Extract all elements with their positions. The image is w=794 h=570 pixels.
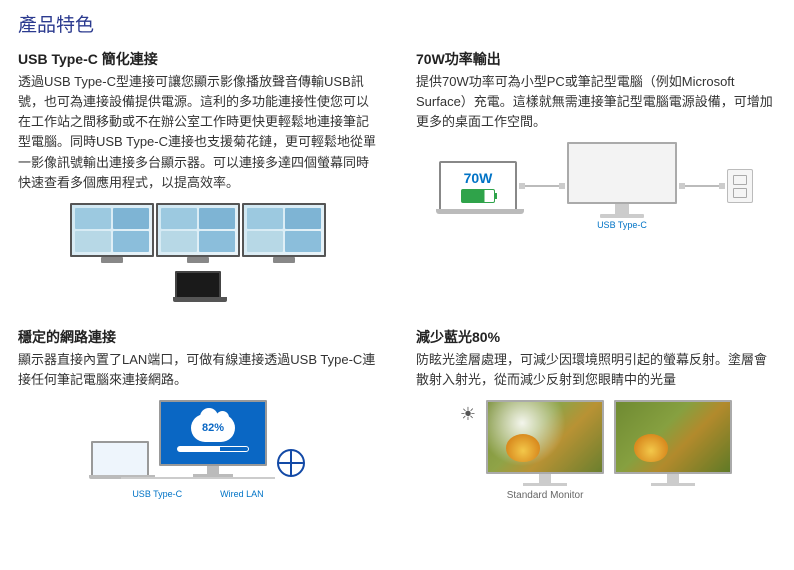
lan-label-right: Wired LAN (220, 489, 264, 499)
progress-bar-icon (177, 446, 249, 452)
page-title: 產品特色 (18, 10, 776, 37)
power-badge: 70W (464, 170, 493, 186)
feature-lan-title: 穩定的網路連接 (18, 327, 378, 347)
caption-standard: Standard Monitor (507, 490, 584, 501)
cable-label: USB Type-C (597, 220, 647, 230)
cable-icon (91, 473, 305, 483)
monitor-noglare-icon (614, 400, 732, 486)
cable-icon (525, 185, 559, 187)
laptop-icon (91, 441, 149, 477)
feature-power-body: 提供70W功率可為小型PC或筆記型電腦（例如Microsoft Surface）… (416, 72, 776, 132)
feature-bluelight-title: 減少藍光80% (416, 327, 776, 347)
monitor-icon (156, 203, 240, 257)
feature-power-title: 70W功率輸出 (416, 49, 776, 69)
features-grid: USB Type-C 簡化連接 透過USB Type-C型連接可讓您顯示影像播放… (18, 49, 776, 501)
wall-outlet-icon (727, 169, 753, 203)
monitor-icon: USB Type-C (567, 142, 677, 230)
feature-usbc: USB Type-C 簡化連接 透過USB Type-C型連接可讓您顯示影像播放… (18, 49, 378, 299)
feature-bluelight: 減少藍光80% 防眩光塗層處理，可減少因環境照明引起的螢幕反射。塗層會散射入射光… (416, 327, 776, 501)
feature-lan: 穩定的網路連接 顯示器直接內置了LAN端口，可做有線連接透過USB Type-C… (18, 327, 378, 501)
feature-bluelight-body: 防眩光塗層處理，可減少因環境照明引起的螢幕反射。塗層會散射入射光，從而減少反射到… (416, 350, 776, 390)
illus-antiglare: ☀ Standard Monitor (416, 400, 776, 501)
battery-icon (461, 189, 495, 203)
laptop-icon (175, 271, 221, 299)
illus-daisy-chain (18, 203, 378, 299)
monitor-cloud-icon: 82% (159, 400, 267, 477)
cloud-icon: 82% (191, 414, 235, 442)
laptop-charging-icon: 70W (439, 161, 517, 211)
cable-icon (685, 185, 719, 187)
monitor-glare-icon: Standard Monitor (486, 400, 604, 501)
feature-power: 70W功率輸出 提供70W功率可為小型PC或筆記型電腦（例如Microsoft … (416, 49, 776, 299)
feature-usbc-title: USB Type-C 簡化連接 (18, 49, 378, 69)
sun-icon: ☀ (460, 404, 476, 425)
monitor-icon (70, 203, 154, 257)
feature-lan-body: 顯示器直接內置了LAN端口，可做有線連接透過USB Type-C連接任何筆記電腦… (18, 350, 378, 390)
lan-label-left: USB Type-C (132, 489, 182, 499)
monitor-icon (242, 203, 326, 257)
illus-power: 70W USB Type-C (416, 142, 776, 230)
feature-usbc-body: 透過USB Type-C型連接可讓您顯示影像播放聲音傳輸USB訊號，也可為連接設… (18, 72, 378, 193)
illus-lan: 82% USB Type-C Wired LAN (18, 400, 378, 499)
